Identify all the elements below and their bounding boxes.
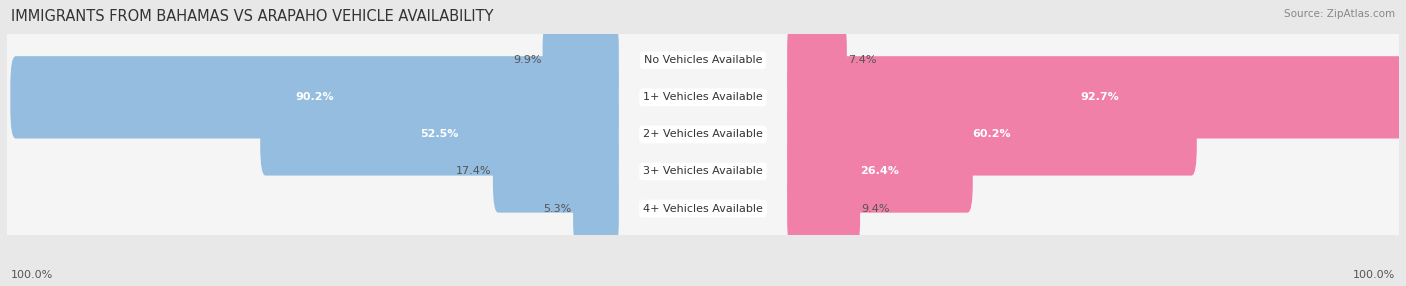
Text: 1+ Vehicles Available: 1+ Vehicles Available <box>643 92 763 102</box>
FancyBboxPatch shape <box>787 130 973 213</box>
FancyBboxPatch shape <box>10 56 619 138</box>
FancyBboxPatch shape <box>260 93 619 176</box>
Text: 9.9%: 9.9% <box>513 55 541 65</box>
Text: No Vehicles Available: No Vehicles Available <box>644 55 762 65</box>
FancyBboxPatch shape <box>543 19 619 102</box>
FancyBboxPatch shape <box>4 136 1402 282</box>
Text: 26.4%: 26.4% <box>860 166 900 176</box>
FancyBboxPatch shape <box>4 24 1402 170</box>
FancyBboxPatch shape <box>787 19 846 102</box>
Text: 4+ Vehicles Available: 4+ Vehicles Available <box>643 204 763 214</box>
FancyBboxPatch shape <box>574 167 619 250</box>
Text: 90.2%: 90.2% <box>295 92 333 102</box>
FancyBboxPatch shape <box>494 130 619 213</box>
Text: 7.4%: 7.4% <box>848 55 877 65</box>
Text: 52.5%: 52.5% <box>420 130 458 139</box>
Text: 100.0%: 100.0% <box>1353 270 1395 280</box>
Text: 9.4%: 9.4% <box>862 204 890 214</box>
Text: 17.4%: 17.4% <box>456 166 492 176</box>
FancyBboxPatch shape <box>787 93 1197 176</box>
Text: 3+ Vehicles Available: 3+ Vehicles Available <box>643 166 763 176</box>
Text: 92.7%: 92.7% <box>1080 92 1119 102</box>
FancyBboxPatch shape <box>4 98 1402 245</box>
Text: 60.2%: 60.2% <box>973 130 1011 139</box>
FancyBboxPatch shape <box>787 167 860 250</box>
Text: 100.0%: 100.0% <box>11 270 53 280</box>
Text: 5.3%: 5.3% <box>544 204 572 214</box>
FancyBboxPatch shape <box>4 0 1402 133</box>
Text: Source: ZipAtlas.com: Source: ZipAtlas.com <box>1284 9 1395 19</box>
Text: IMMIGRANTS FROM BAHAMAS VS ARAPAHO VEHICLE AVAILABILITY: IMMIGRANTS FROM BAHAMAS VS ARAPAHO VEHIC… <box>11 9 494 23</box>
FancyBboxPatch shape <box>4 61 1402 207</box>
FancyBboxPatch shape <box>787 56 1406 138</box>
Text: 2+ Vehicles Available: 2+ Vehicles Available <box>643 130 763 139</box>
